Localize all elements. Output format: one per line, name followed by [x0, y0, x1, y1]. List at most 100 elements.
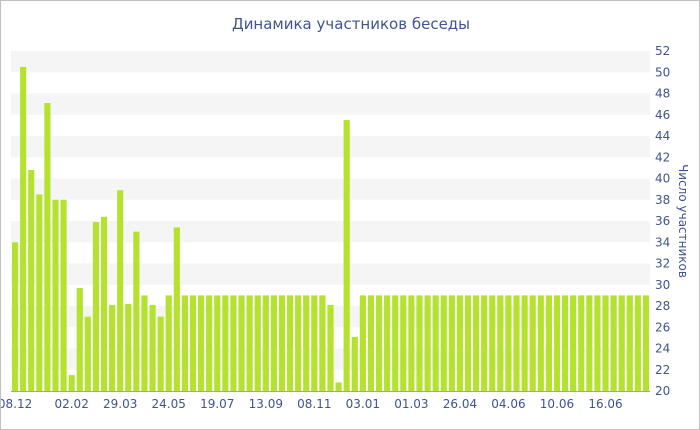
x-tick-label: 10.06	[540, 397, 574, 411]
y-tick-label: 46	[655, 108, 670, 122]
bar	[222, 295, 229, 392]
y-axis-label: Число участников	[676, 164, 690, 278]
bar	[553, 295, 561, 392]
bar	[618, 295, 625, 392]
bar	[432, 295, 439, 392]
bar	[60, 199, 67, 391]
bars-group	[11, 66, 650, 392]
bar	[125, 303, 132, 392]
bar	[602, 295, 609, 392]
y-tick-label: 34	[655, 235, 670, 249]
bar	[513, 295, 520, 392]
x-tick-label: 08.11	[297, 397, 331, 411]
grid-band	[11, 263, 650, 285]
bar	[473, 295, 480, 392]
bar	[157, 316, 164, 392]
bar	[351, 336, 358, 391]
grid-band	[11, 93, 650, 115]
bar	[133, 231, 140, 392]
bar	[189, 295, 197, 392]
bar	[610, 295, 617, 392]
bar	[626, 295, 633, 392]
bar	[408, 295, 415, 392]
bar	[521, 295, 528, 392]
bar	[456, 295, 463, 392]
bar	[335, 382, 342, 391]
bar	[173, 227, 180, 391]
bar	[642, 295, 650, 392]
bar	[440, 295, 447, 392]
bar	[634, 295, 641, 392]
bar	[84, 316, 91, 392]
x-tick-label: 26.04	[443, 397, 477, 411]
y-tick-label: 48	[655, 87, 670, 101]
x-tick-label: 08.12	[1, 397, 32, 411]
bar	[246, 295, 253, 392]
bar	[367, 295, 375, 392]
y-tick-label: 42	[655, 150, 670, 164]
bar	[303, 295, 310, 392]
bar	[375, 295, 383, 392]
chart-title: Динамика участников беседы	[232, 15, 470, 33]
bar	[52, 199, 59, 391]
bar	[109, 304, 116, 391]
bar	[238, 295, 245, 392]
y-axis-ticks: 20 22 24 26 28 30 32 34 36 38 40 42 44 46 48 50 52	[655, 44, 670, 398]
bar	[262, 295, 269, 392]
bar	[117, 190, 124, 391]
y-tick-label: 50	[655, 65, 670, 79]
bar	[448, 295, 455, 392]
bar	[311, 295, 318, 392]
bar	[92, 222, 100, 391]
bar	[295, 295, 302, 392]
bar	[270, 295, 277, 392]
bar	[489, 295, 496, 392]
y-tick-label: 38	[655, 193, 670, 207]
bar	[481, 295, 488, 392]
bar	[141, 295, 148, 392]
bar	[570, 295, 577, 392]
x-tick-label: 16.06	[588, 397, 622, 411]
bar	[586, 295, 593, 392]
bar	[165, 295, 172, 392]
bar	[286, 295, 294, 392]
x-tick-label: 29.03	[103, 397, 137, 411]
bar	[464, 295, 472, 392]
y-tick-label: 30	[655, 278, 670, 292]
bar	[578, 295, 585, 392]
grid-band	[11, 136, 650, 158]
bar	[100, 216, 108, 391]
x-axis-ticks: 08.12 02.02 29.03 24.05 19.07 13.09 08.11 03.01…	[1, 397, 623, 411]
bar	[11, 242, 19, 391]
bar	[20, 66, 27, 391]
y-tick-label: 20	[655, 384, 670, 398]
x-tick-label: 13.09	[249, 397, 283, 411]
grid-band	[11, 51, 650, 73]
bar	[529, 295, 536, 392]
bar	[278, 295, 286, 392]
y-tick-label: 26	[655, 320, 670, 334]
bar	[562, 295, 569, 392]
bar	[400, 295, 407, 392]
grid-band	[11, 221, 650, 243]
bar	[545, 295, 552, 392]
bar	[198, 295, 205, 392]
y-tick-label: 22	[655, 363, 670, 377]
bar	[537, 295, 544, 392]
bar	[149, 304, 156, 391]
bar	[416, 295, 423, 392]
bar	[319, 295, 326, 392]
bar	[214, 295, 221, 392]
bar	[384, 295, 391, 392]
y-tick-label: 36	[655, 214, 670, 228]
bar	[76, 287, 83, 391]
x-tick-label: 03.01	[346, 397, 380, 411]
bar	[28, 170, 35, 391]
bar	[36, 194, 43, 391]
bar	[594, 295, 601, 392]
bar	[44, 103, 51, 391]
bar	[392, 295, 399, 392]
x-tick-label: 19.07	[200, 397, 234, 411]
